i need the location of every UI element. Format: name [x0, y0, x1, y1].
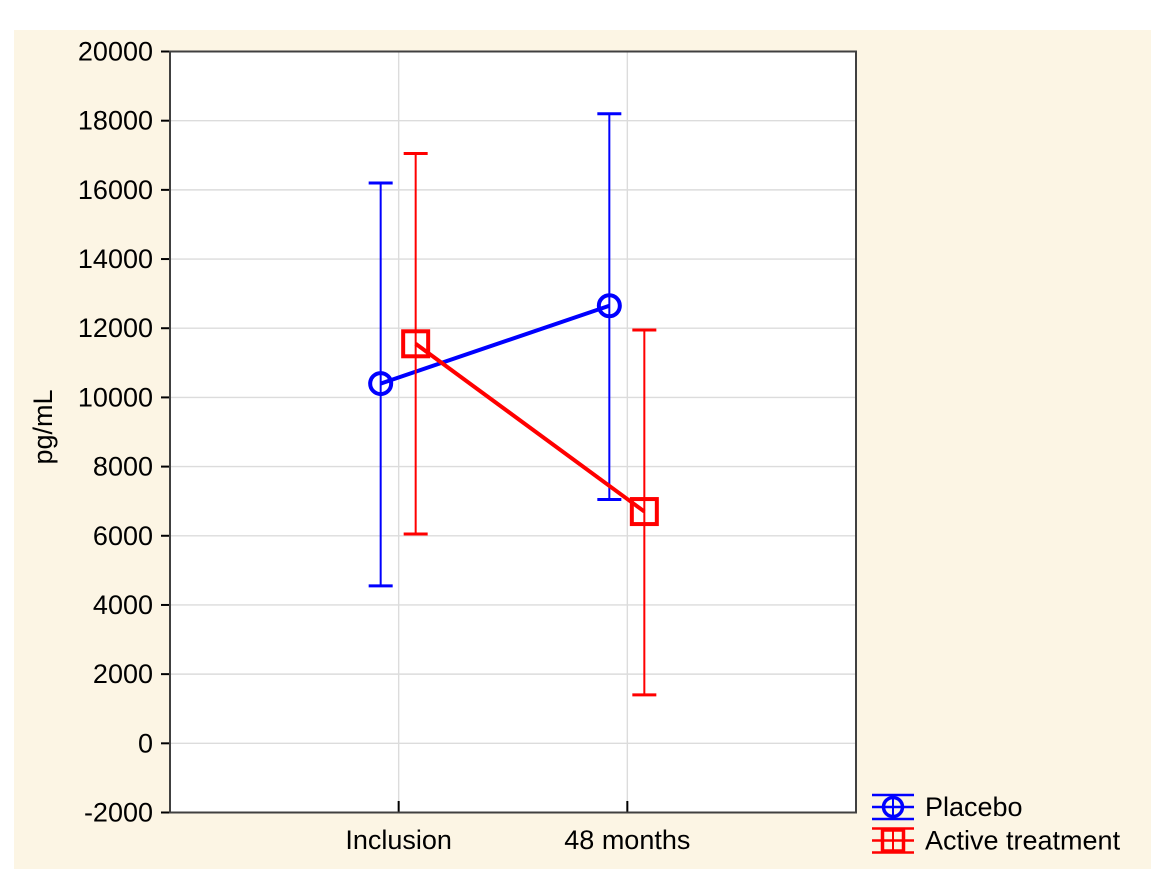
data-point-marker-circle [596, 293, 622, 319]
legend-label: Active treatment [925, 826, 1121, 856]
x-axis-label: 48 months [564, 825, 690, 855]
legend-marker-square [880, 828, 906, 853]
series-line [414, 342, 646, 514]
y-axis-tick-label: 14000 [78, 244, 153, 274]
plot-frame [169, 50, 857, 814]
y-axis-tick-label: 10000 [78, 382, 153, 412]
y-axis-tick-label: 12000 [78, 313, 153, 343]
data-point-marker-circle [368, 371, 394, 397]
legend-label: Placebo [925, 792, 1023, 822]
plot-area [170, 51, 856, 813]
y-axis-tick-label: 16000 [78, 175, 153, 205]
data-point-marker-square [401, 329, 431, 359]
y-axis-tick-label: 18000 [78, 106, 153, 136]
y-axis-title: pg/mL [28, 389, 58, 464]
x-axis-label: Inclusion [345, 825, 452, 855]
y-axis-tick-label: 20000 [78, 37, 153, 67]
legend-marker-circle [881, 795, 905, 819]
data-point-marker-square [629, 497, 659, 527]
y-axis-tick-label: 2000 [93, 659, 153, 689]
y-axis-tick-label: 4000 [93, 590, 153, 620]
series-line [380, 303, 610, 386]
y-axis-tick-label: 0 [138, 728, 153, 758]
y-axis-tick-label: 6000 [93, 521, 153, 551]
y-axis-tick-label: -2000 [84, 798, 153, 828]
y-axis-tick-label: 8000 [93, 452, 153, 482]
